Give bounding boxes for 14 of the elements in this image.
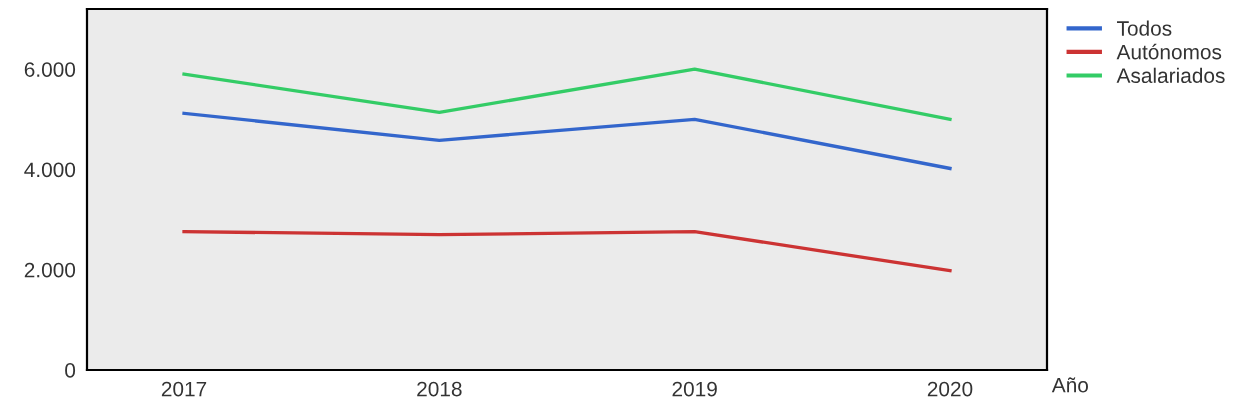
y-tick-label: 0 bbox=[65, 363, 76, 378]
x-axis-title: Año bbox=[1051, 377, 1088, 393]
legend-label: Asalariados bbox=[1116, 67, 1225, 84]
y-tick-label: 4.000 bbox=[24, 162, 76, 178]
legend-label: Autónomos bbox=[1116, 43, 1222, 60]
x-tick-label: 2020 bbox=[927, 381, 973, 397]
y-tick-label: 6.000 bbox=[24, 62, 76, 77]
y-tick-label: 2.000 bbox=[24, 262, 76, 278]
line-series bbox=[182, 67, 952, 121]
legend-label: Todos bbox=[1117, 20, 1172, 36]
line-series bbox=[182, 111, 952, 171]
x-tick-label: 2017 bbox=[161, 381, 207, 397]
x-tick-label: 2019 bbox=[672, 381, 717, 397]
x-tick-label: 2018 bbox=[417, 381, 462, 397]
